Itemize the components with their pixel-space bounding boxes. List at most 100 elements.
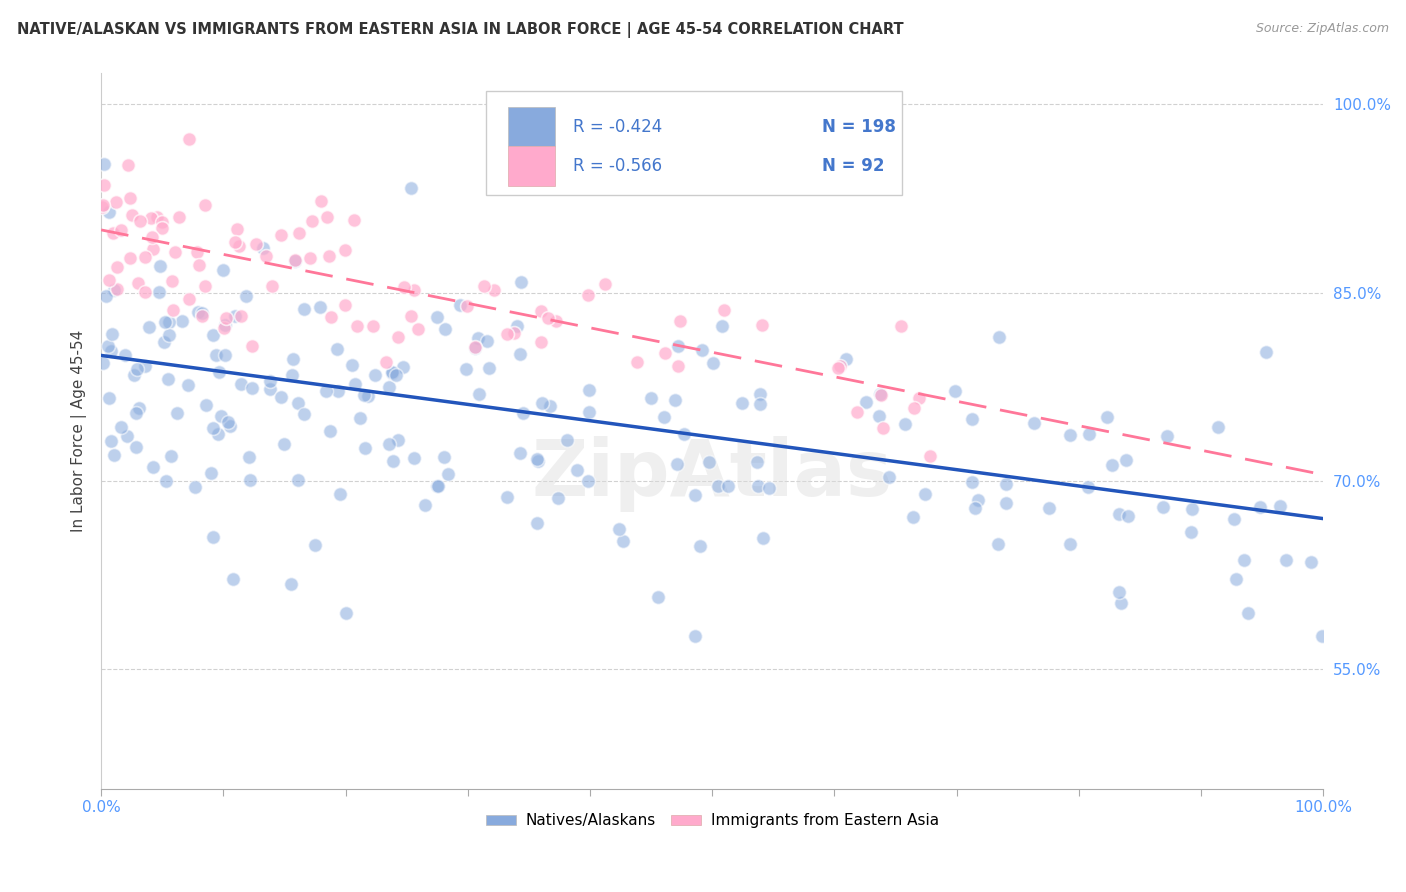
- Point: [159, 449, 181, 463]
- Point: [967, 492, 990, 507]
- Point: [162, 274, 184, 288]
- Point: [97, 273, 120, 287]
- Point: [202, 530, 225, 544]
- Point: [191, 309, 214, 323]
- Point: [385, 368, 408, 383]
- Point: [284, 253, 307, 268]
- Point: [433, 322, 456, 336]
- Point: [1254, 345, 1277, 359]
- Point: [387, 330, 409, 344]
- Point: [387, 433, 409, 447]
- Point: [209, 409, 232, 423]
- Point: [224, 310, 246, 324]
- Point: [104, 195, 127, 210]
- Point: [122, 368, 145, 382]
- Point: [713, 303, 735, 318]
- Point: [846, 404, 869, 418]
- Point: [91, 356, 114, 370]
- Point: [869, 386, 891, 401]
- Point: [259, 375, 281, 389]
- Point: [166, 406, 188, 420]
- Point: [578, 383, 600, 397]
- Point: [1022, 416, 1045, 430]
- Point: [685, 488, 707, 502]
- Point: [304, 538, 326, 552]
- Point: [538, 400, 561, 414]
- Point: [1180, 524, 1202, 539]
- Point: [222, 572, 245, 586]
- Point: [666, 359, 689, 373]
- Point: [1077, 480, 1099, 494]
- Point: [326, 342, 349, 356]
- Point: [482, 283, 505, 297]
- Point: [208, 366, 231, 380]
- Point: [731, 396, 754, 410]
- Point: [377, 437, 399, 451]
- Point: [326, 384, 349, 398]
- Point: [683, 629, 706, 643]
- Point: [872, 421, 894, 435]
- Point: [868, 409, 890, 423]
- Y-axis label: In Labor Force | Age 45-54: In Labor Force | Age 45-54: [72, 330, 87, 532]
- Point: [240, 339, 263, 353]
- Point: [194, 279, 217, 293]
- Point: [115, 429, 138, 443]
- Point: [292, 302, 315, 317]
- Point: [995, 496, 1018, 510]
- Point: [544, 314, 567, 328]
- Point: [1108, 585, 1130, 599]
- Point: [607, 522, 630, 536]
- Point: [512, 406, 534, 420]
- Point: [399, 181, 422, 195]
- Point: [319, 310, 342, 324]
- Point: [343, 213, 366, 227]
- Point: [202, 420, 225, 434]
- Point: [155, 474, 177, 488]
- Point: [281, 368, 304, 383]
- Text: Source: ZipAtlas.com: Source: ZipAtlas.com: [1256, 22, 1389, 36]
- Point: [134, 285, 156, 299]
- Point: [100, 434, 122, 449]
- Point: [118, 251, 141, 265]
- Point: [319, 424, 342, 438]
- Point: [101, 226, 124, 240]
- Point: [225, 222, 247, 236]
- Point: [669, 314, 692, 328]
- Point: [640, 391, 662, 405]
- Point: [262, 279, 284, 293]
- Point: [103, 448, 125, 462]
- Point: [195, 398, 218, 412]
- Point: [224, 235, 246, 250]
- Point: [664, 393, 686, 408]
- Point: [138, 319, 160, 334]
- Point: [749, 397, 772, 411]
- Point: [672, 427, 695, 442]
- Point: [406, 322, 429, 336]
- Point: [292, 407, 315, 421]
- Point: [127, 362, 149, 376]
- Point: [287, 473, 309, 487]
- Point: [1109, 596, 1132, 610]
- Point: [105, 282, 128, 296]
- Point: [530, 396, 553, 410]
- Point: [349, 410, 371, 425]
- Point: [960, 475, 983, 489]
- Point: [576, 474, 599, 488]
- Text: NATIVE/ALASKAN VS IMMIGRANTS FROM EASTERN ASIA IN LABOR FORCE | AGE 45-54 CORREL: NATIVE/ALASKAN VS IMMIGRANTS FROM EASTER…: [17, 22, 904, 38]
- Point: [283, 351, 305, 366]
- Point: [1275, 553, 1298, 567]
- Point: [128, 401, 150, 415]
- Point: [697, 455, 720, 469]
- Point: [510, 275, 533, 289]
- Point: [93, 198, 115, 212]
- Point: [177, 292, 200, 306]
- Point: [449, 298, 471, 312]
- Point: [626, 355, 648, 369]
- Point: [212, 320, 235, 334]
- Point: [914, 487, 936, 501]
- Point: [153, 315, 176, 329]
- Point: [381, 365, 404, 379]
- Point: [329, 487, 352, 501]
- Point: [402, 283, 425, 297]
- Point: [110, 420, 132, 434]
